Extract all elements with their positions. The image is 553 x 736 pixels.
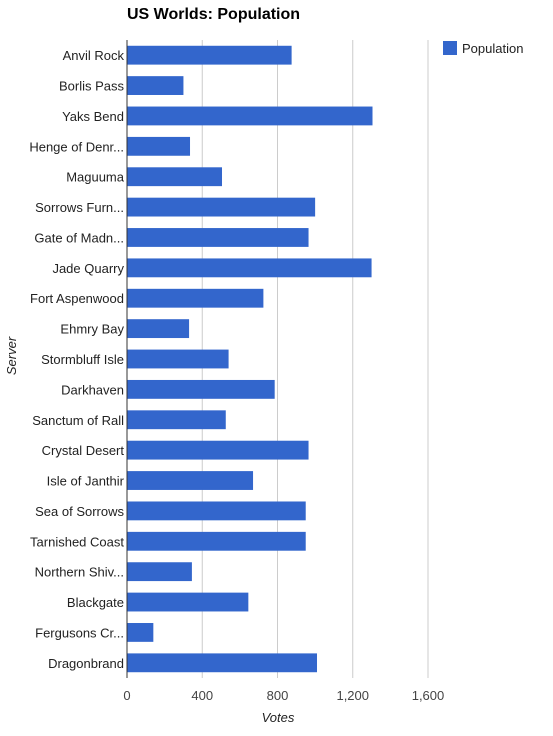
bar <box>127 45 292 65</box>
category-label: Fergusons Cr... <box>35 625 124 640</box>
bars <box>127 45 373 673</box>
bar <box>127 228 309 247</box>
bar <box>127 501 306 521</box>
bar <box>127 440 309 460</box>
category-label: Northern Shiv... <box>35 565 124 580</box>
category-label: Borlis Pass <box>59 79 125 94</box>
bar <box>127 76 184 95</box>
x-tick-label: 0 <box>123 688 130 703</box>
category-label: Ehmry Bay <box>60 322 124 337</box>
category-label: Darkhaven <box>61 382 124 397</box>
bar <box>127 653 318 673</box>
bar <box>127 379 275 399</box>
gridlines <box>201 40 429 678</box>
category-labels: Anvil Rock Borlis Pass Yaks Bend Henge of D… <box>29 48 124 671</box>
bar <box>127 562 192 582</box>
x-tick-labels: 0 400 800 1,200 1,600 <box>123 688 444 703</box>
bar <box>127 592 249 612</box>
bar <box>127 288 264 308</box>
bar <box>127 319 190 339</box>
category-label: Sea of Sorrows <box>35 504 124 519</box>
category-label: Gate of Madn... <box>34 230 124 245</box>
legend-swatch <box>443 41 457 55</box>
category-label: Fort Aspenwood <box>30 291 124 306</box>
category-label: Jade Quarry <box>52 261 124 276</box>
category-label: Anvil Rock <box>63 48 125 63</box>
bar <box>127 623 154 642</box>
category-label: Dragonbrand <box>48 656 124 671</box>
bar <box>127 410 226 430</box>
bar <box>127 471 254 490</box>
bar <box>127 531 306 551</box>
category-label: Blackgate <box>67 595 124 610</box>
bar <box>127 136 191 156</box>
x-tick-label: 1,200 <box>336 688 369 703</box>
category-label: Sanctum of Rall <box>32 413 124 428</box>
chart-title: US Worlds: Population <box>127 6 300 23</box>
category-label: Crystal Desert <box>42 443 125 458</box>
bar <box>127 197 316 217</box>
bar <box>127 258 372 278</box>
y-axis-title: Server <box>4 336 19 375</box>
category-label: Tarnished Coast <box>30 534 124 549</box>
bar <box>127 349 229 369</box>
bar <box>127 106 373 126</box>
category-label: Sorrows Furn... <box>35 200 124 215</box>
legend-label: Population <box>462 41 523 56</box>
x-axis-title: Votes <box>262 710 295 725</box>
bar <box>127 167 223 187</box>
category-label: Maguuma <box>66 170 125 185</box>
x-tick-label: 800 <box>267 688 289 703</box>
x-tick-label: 1,600 <box>412 688 445 703</box>
x-tick-label: 400 <box>191 688 213 703</box>
category-label: Henge of Denr... <box>29 139 124 154</box>
category-label: Isle of Janthir <box>47 474 125 489</box>
category-label: Yaks Bend <box>62 109 124 124</box>
category-label: Stormbluff Isle <box>41 352 124 367</box>
legend: Population <box>443 41 523 56</box>
